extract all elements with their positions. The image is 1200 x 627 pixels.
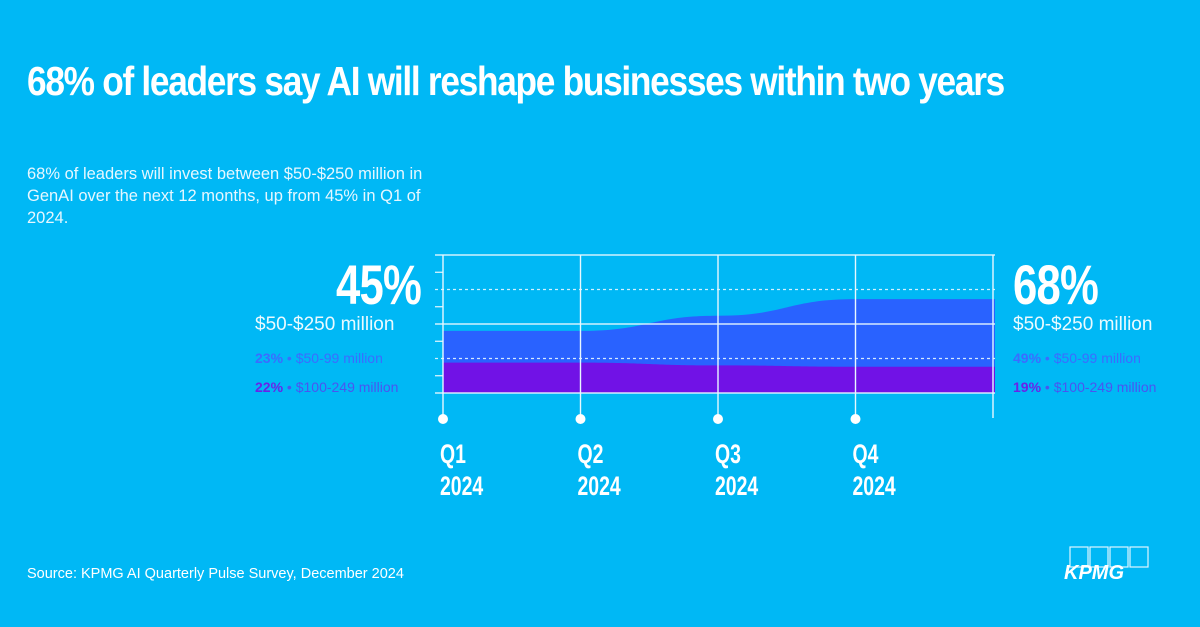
x-tick-label: Q4 xyxy=(853,439,879,469)
end-range-label: $50-$250 million xyxy=(1013,314,1153,335)
end-legend-50-99: 49% • $50-99 million xyxy=(1013,350,1141,366)
legend-text: • $100-249 million xyxy=(283,379,399,395)
start-total-percent: 45% xyxy=(336,253,422,316)
quarter-marker xyxy=(438,414,448,424)
x-tick-label: Q2 xyxy=(578,439,604,469)
start-legend-50-99: 23% • $50-99 million xyxy=(255,350,383,366)
end-total-percent: 68% xyxy=(1013,253,1099,316)
quarter-marker xyxy=(575,414,586,424)
legend-text: • $100-249 million xyxy=(1041,379,1157,395)
legend-pct: 22% xyxy=(255,379,284,395)
start-legend-100-249: 22% • $100-249 million xyxy=(255,379,398,395)
svg-text:KPMG: KPMG xyxy=(1064,562,1124,582)
area-series-50-99 xyxy=(443,299,995,393)
legend-text: • $50-99 million xyxy=(283,350,383,366)
x-tick-label: 2024 xyxy=(440,471,483,501)
x-tick-label: 2024 xyxy=(578,471,621,501)
source-note: Source: KPMG AI Quarterly Pulse Survey, … xyxy=(27,566,404,582)
area-series-100-249 xyxy=(443,362,995,393)
x-tick-label: Q3 xyxy=(715,439,741,469)
legend-pct: 49% xyxy=(1013,350,1042,366)
legend-pct: 23% xyxy=(255,350,284,366)
start-range-label: $50-$250 million xyxy=(255,314,395,335)
kpmg-logo: KPMG xyxy=(1064,546,1149,582)
x-tick-label: 2024 xyxy=(853,471,896,501)
x-tick-label: Q1 xyxy=(440,439,466,469)
end-legend-100-249: 19% • $100-249 million xyxy=(1013,379,1156,395)
subtitle: 68% of leaders will invest between $50-$… xyxy=(27,165,423,227)
legend-pct: 19% xyxy=(1013,379,1042,395)
quarter-marker xyxy=(850,414,861,424)
x-tick-label: 2024 xyxy=(715,471,758,501)
legend-text: • $50-99 million xyxy=(1041,350,1141,366)
quarter-marker xyxy=(713,414,723,424)
page-title: 68% of leaders say AI will reshape busin… xyxy=(27,58,1005,104)
